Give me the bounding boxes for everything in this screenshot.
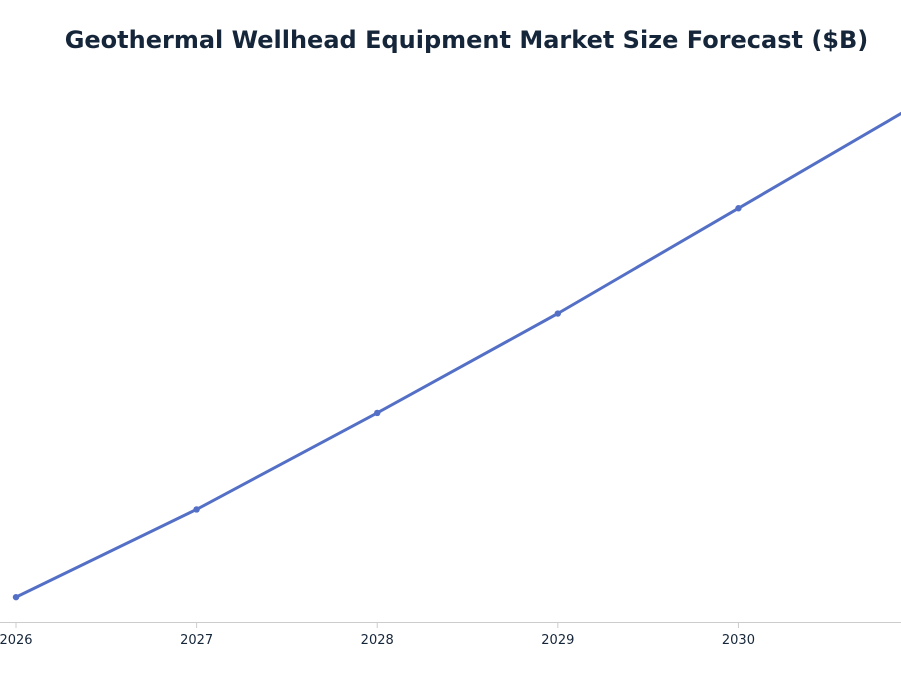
x-axis: 2026 2027 2028 2029 2030 [0, 622, 901, 648]
data-point[interactable] [193, 506, 200, 513]
chart-title: Geothermal Wellhead Equipment Market Siz… [64, 26, 869, 54]
x-tick-label: 2029 [541, 633, 574, 648]
data-point[interactable] [554, 310, 562, 317]
x-tick-label: 2027 [180, 633, 213, 648]
data-point[interactable] [12, 593, 20, 601]
data-point[interactable] [735, 205, 742, 212]
data-point[interactable] [374, 409, 381, 417]
series-line [14, 111, 901, 599]
series-layer [12, 111, 901, 601]
x-tick-label: 2028 [361, 633, 394, 648]
x-tick-label: 2030 [722, 633, 755, 648]
x-tick-label: 2026 [0, 633, 33, 648]
